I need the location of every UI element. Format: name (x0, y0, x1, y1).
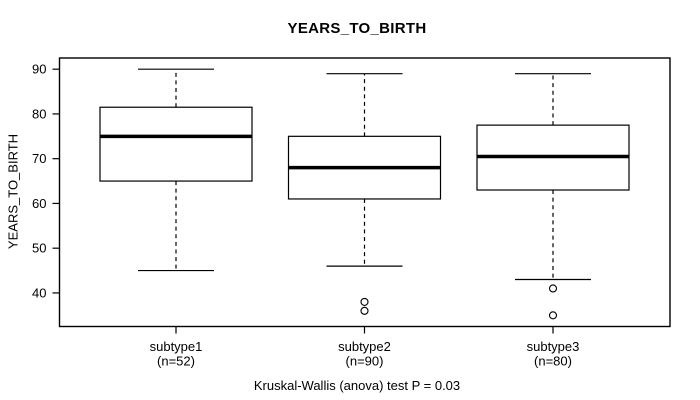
y-tick-label: 70 (32, 151, 46, 166)
x-axis-label: subtype2 (338, 339, 391, 354)
stat-test-caption: Kruskal-Wallis (anova) test P = 0.03 (253, 378, 461, 393)
y-tick-label: 40 (32, 285, 46, 300)
outlier-point (360, 297, 369, 306)
x-axis-n-label: (n=52) (157, 354, 195, 369)
chart-title: YEARS_TO_BIRTH (287, 20, 427, 37)
x-axis-n-label: (n=80) (534, 354, 572, 369)
outlier-point (360, 306, 369, 315)
x-axis-label: subtype1 (150, 339, 203, 354)
y-tick-label: 50 (32, 241, 46, 256)
iqr-box (99, 106, 253, 182)
x-axis-label: subtype3 (527, 339, 580, 354)
y-tick-label: 90 (32, 62, 46, 77)
y-tick-label: 60 (32, 196, 46, 211)
outlier-point (548, 284, 558, 293)
y-tick-label: 80 (32, 106, 46, 121)
outlier-point (548, 311, 558, 320)
x-axis-n-label: (n=90) (346, 354, 384, 369)
